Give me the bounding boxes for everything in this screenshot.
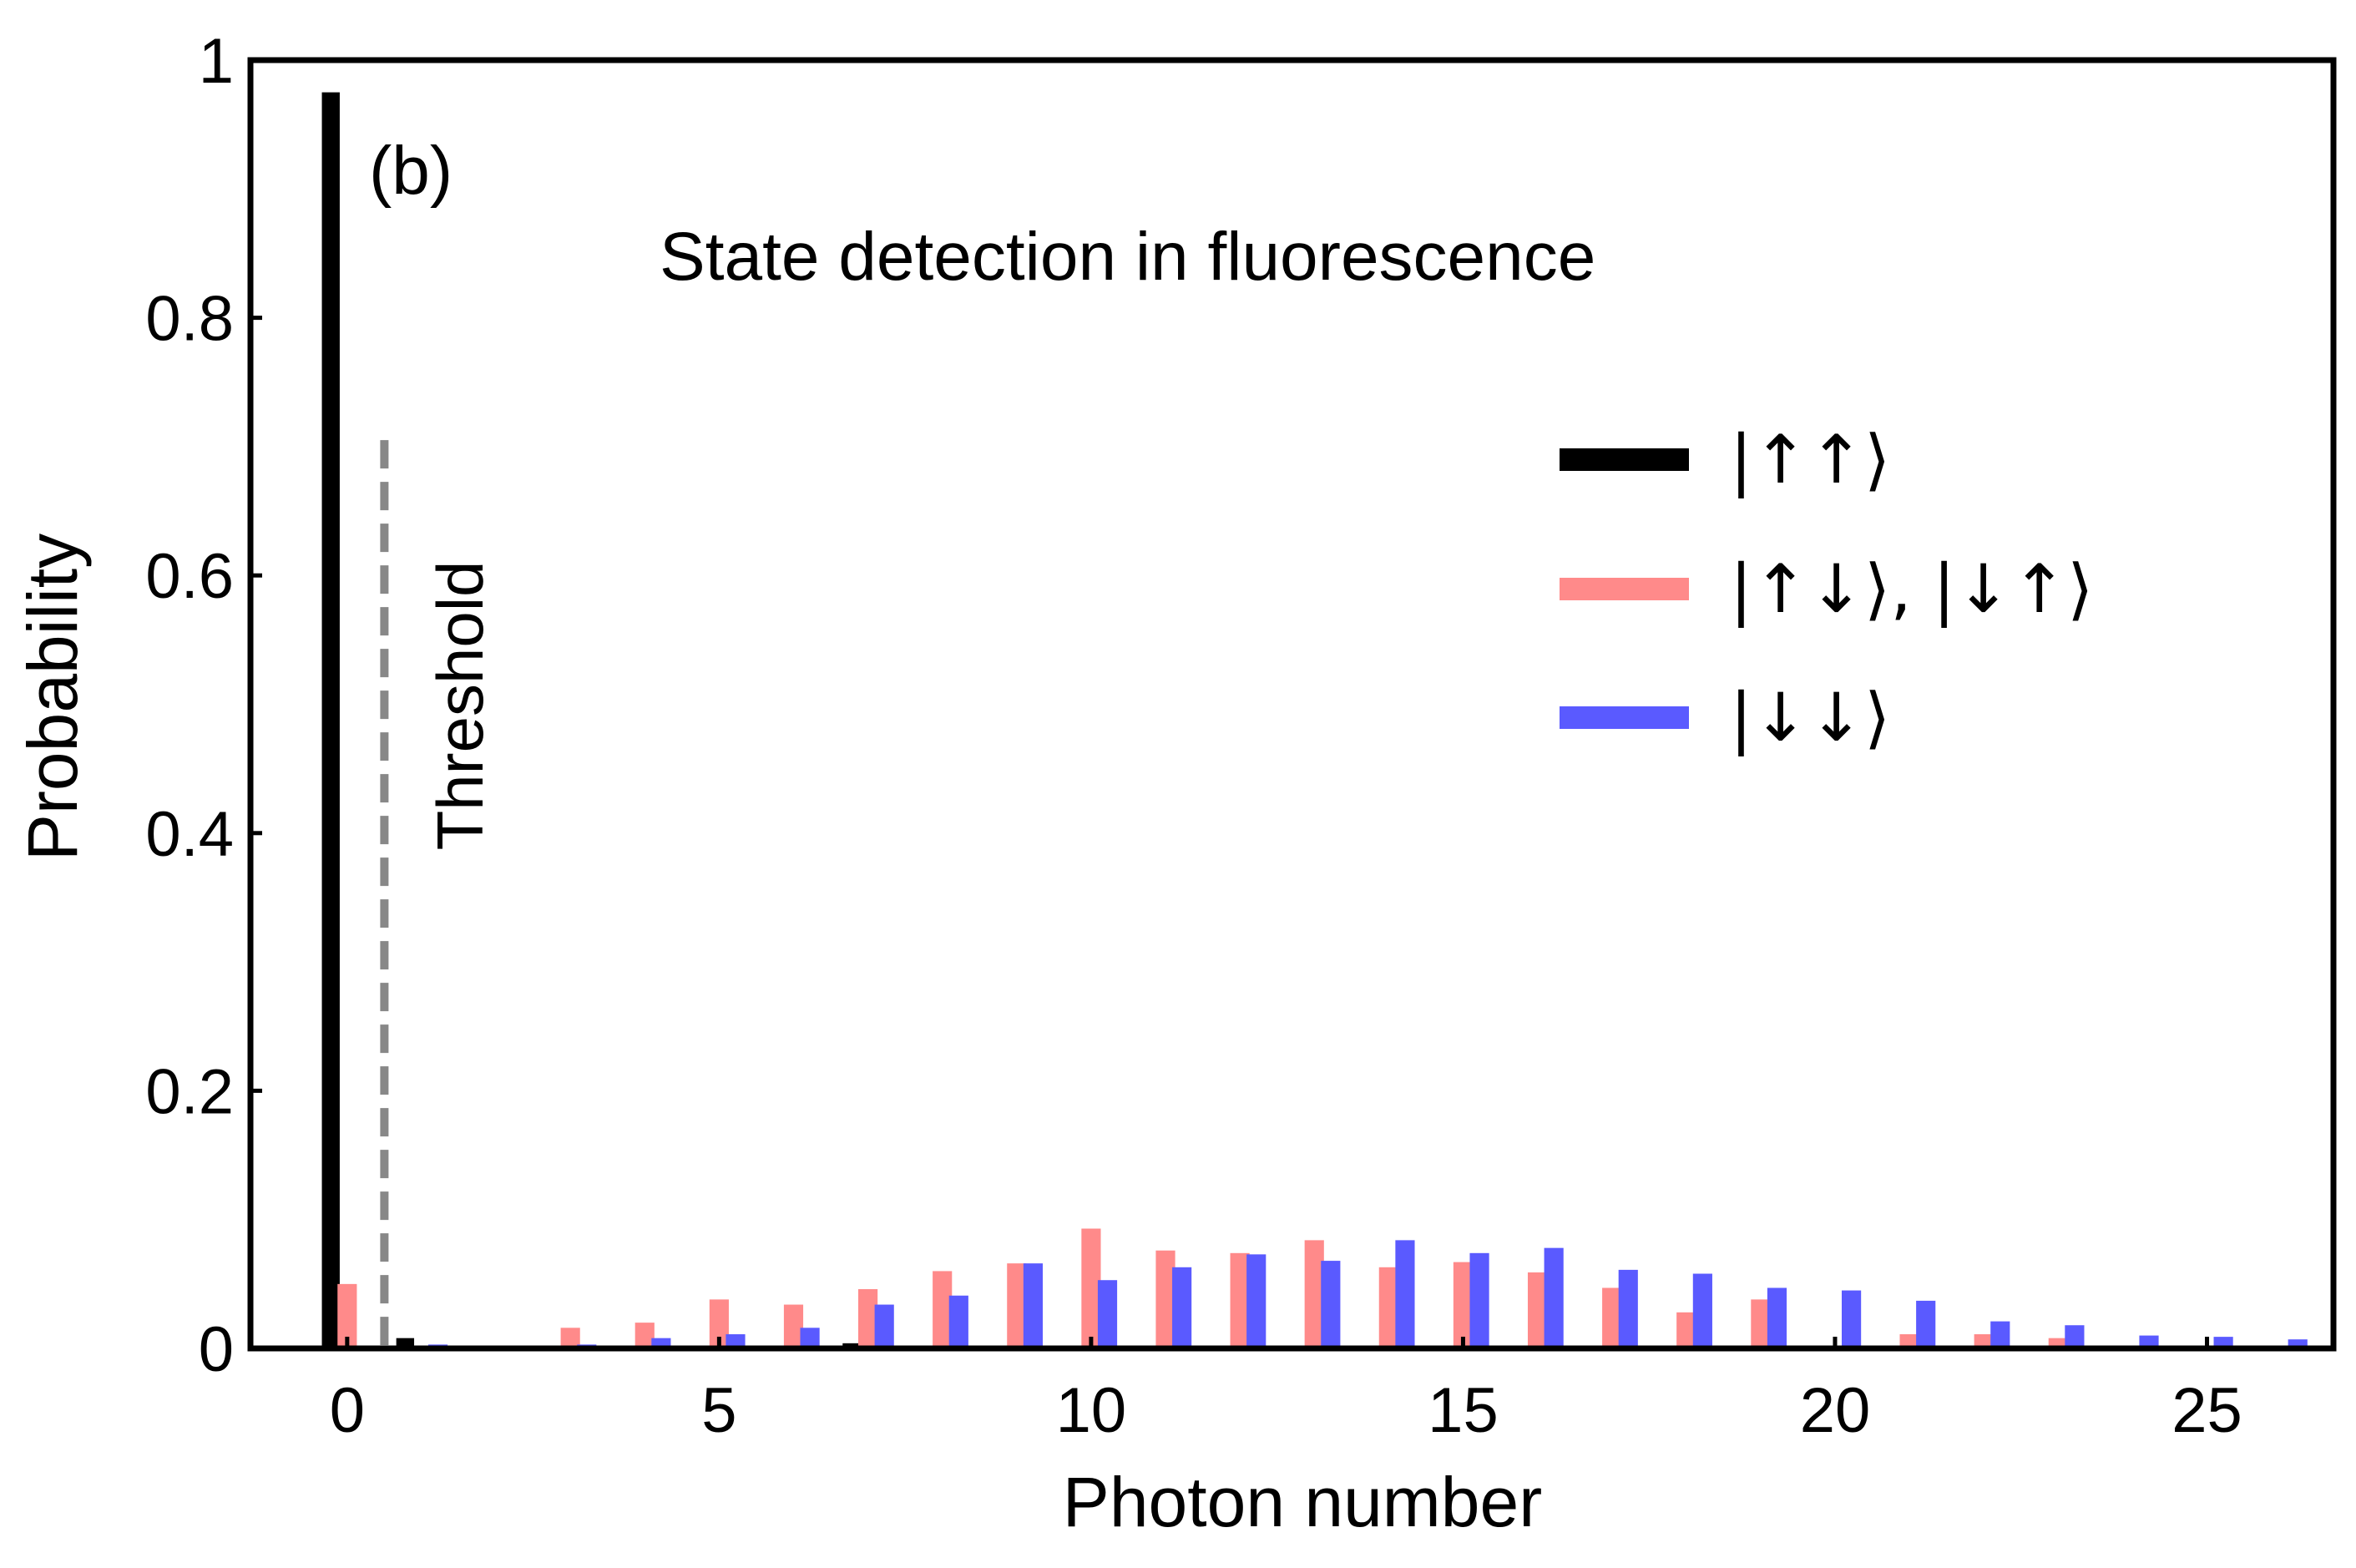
bar-series-2 xyxy=(800,1328,820,1348)
legend-label-up-up: |↑↑⟩ xyxy=(1730,421,1890,499)
x-axis-label: Photon number xyxy=(1063,1463,1542,1541)
bar-series-2 xyxy=(1172,1267,1192,1348)
x-tick-label: 15 xyxy=(1428,1375,1499,1446)
bar-series-1 xyxy=(635,1323,655,1348)
x-tick-label: 25 xyxy=(2171,1375,2242,1446)
y-tick-label: 0.2 xyxy=(145,1056,234,1127)
y-tick-label: 0.8 xyxy=(145,284,234,355)
bar-series-2 xyxy=(1767,1287,1787,1348)
chart-title: State detection in fluorescence xyxy=(660,219,1595,295)
bars-group xyxy=(321,92,2308,1349)
bar-series-2 xyxy=(1395,1240,1415,1348)
bar-series-1 xyxy=(1230,1252,1250,1348)
y-tick-label: 1 xyxy=(199,26,234,97)
bar-series-1 xyxy=(709,1299,729,1348)
bar-series-2 xyxy=(1692,1273,1712,1348)
bar-series-2 xyxy=(726,1334,746,1348)
bar-series-2 xyxy=(948,1295,968,1348)
bar-series-1 xyxy=(783,1304,804,1348)
y-axis-label: Probability xyxy=(13,534,92,861)
y-tick-label: 0.6 xyxy=(145,541,234,612)
bar-series-1 xyxy=(1602,1287,1622,1348)
bar-series-1 xyxy=(560,1328,580,1348)
y-tick-label: 0 xyxy=(199,1314,234,1385)
bar-series-2 xyxy=(874,1304,894,1348)
bar-series-1 xyxy=(1378,1267,1398,1348)
bar-series-1 xyxy=(1081,1228,1101,1348)
y-tick-label: 0.4 xyxy=(145,799,234,870)
bar-series-1 xyxy=(1899,1334,1919,1348)
x-tick-label: 0 xyxy=(330,1375,365,1446)
legend: |↑↑⟩ |↑↓⟩, |↓↑⟩ |↓↓⟩ xyxy=(1560,421,2093,757)
bar-series-2 xyxy=(1916,1300,1936,1348)
legend-swatch-up-up xyxy=(1560,448,1689,471)
bar-series-2 xyxy=(2139,1335,2159,1348)
threshold-label: Threshold xyxy=(423,561,497,851)
bar-series-0 xyxy=(321,92,340,1349)
bar-series-1 xyxy=(337,1283,357,1348)
bar-series-2 xyxy=(1469,1252,1489,1348)
bar-series-1 xyxy=(933,1271,953,1348)
bar-series-2 xyxy=(2065,1325,2085,1348)
bar-series-2 xyxy=(2288,1339,2308,1348)
x-tick-label: 5 xyxy=(701,1375,736,1446)
bar-series-2 xyxy=(1023,1263,1043,1348)
bar-series-1 xyxy=(1527,1272,1548,1348)
bar-series-1 xyxy=(1007,1263,1027,1348)
bar-series-1 xyxy=(1304,1240,1324,1348)
bar-series-1 xyxy=(1155,1250,1175,1348)
bar-series-2 xyxy=(1544,1247,1564,1348)
ticks-group: 00.20.40.60.810 5 10 15 20 25 xyxy=(145,26,2242,1446)
bar-series-2 xyxy=(1097,1280,1118,1348)
legend-label-mixed: |↑↓⟩, |↓↑⟩ xyxy=(1730,550,2093,629)
bar-series-2 xyxy=(1618,1269,1638,1348)
x-tick-label: 20 xyxy=(1800,1375,1871,1446)
bar-series-1 xyxy=(1453,1262,1474,1348)
legend-label-down-down: |↓↓⟩ xyxy=(1730,679,1890,757)
bar-series-2 xyxy=(1842,1290,1862,1348)
legend-swatch-down-down xyxy=(1560,706,1689,729)
bar-series-1 xyxy=(1974,1334,1994,1348)
bar-series-1 xyxy=(1751,1299,1771,1348)
bar-series-1 xyxy=(1676,1312,1696,1348)
bar-series-2 xyxy=(1990,1321,2010,1348)
x-tick-label: 10 xyxy=(1056,1375,1127,1446)
bar-series-2 xyxy=(1321,1261,1341,1348)
panel-label: (b) xyxy=(369,133,452,209)
bar-series-2 xyxy=(1246,1254,1266,1348)
plot-frame xyxy=(247,57,2337,1352)
bar-series-1 xyxy=(858,1289,878,1348)
legend-swatch-mixed xyxy=(1560,578,1689,600)
